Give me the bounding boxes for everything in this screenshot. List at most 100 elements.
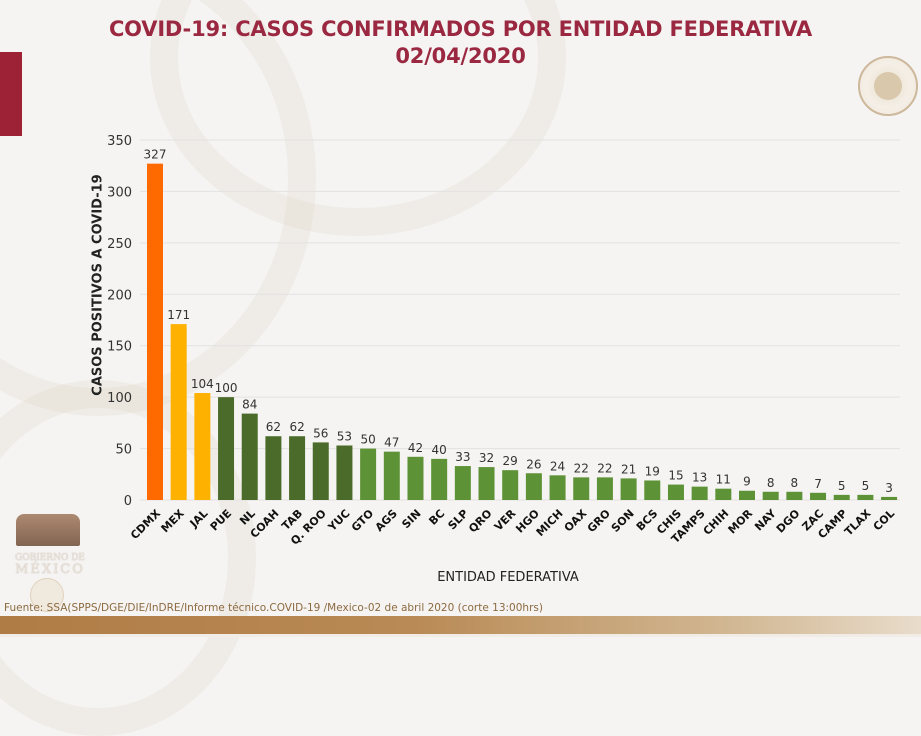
x-tick-label: MICH	[534, 507, 566, 539]
seal-eagle-icon	[874, 72, 902, 100]
value-label: 8	[767, 476, 775, 490]
bar-hgo	[525, 473, 542, 500]
page-title: COVID-19: CASOS CONFIRMADOS POR ENTIDAD …	[0, 16, 921, 70]
gov-logo-text: GOBIERNO DE MÉXICO	[12, 552, 88, 576]
bar-mor	[739, 490, 755, 500]
x-tick-label: VER	[492, 507, 519, 534]
bar-ver	[502, 470, 519, 500]
y-tick-label: 50	[115, 443, 132, 458]
value-label: 7	[814, 477, 822, 491]
value-label: 171	[167, 308, 190, 322]
value-label: 50	[360, 433, 375, 447]
bar-camp	[833, 494, 850, 500]
value-label: 100	[215, 381, 238, 395]
value-label: 104	[191, 377, 214, 391]
y-tick-label: 100	[107, 391, 132, 406]
x-tick-label: GRO	[585, 507, 613, 535]
value-label: 5	[862, 479, 870, 493]
x-tick-label: CHIH	[701, 507, 732, 538]
bar-ags	[383, 451, 400, 500]
bar-bc	[431, 458, 448, 500]
value-label: 40	[432, 443, 447, 457]
y-tick-label: 200	[107, 288, 132, 303]
x-tick-label: QRO	[466, 507, 494, 535]
gov-logo-line-2: MÉXICO	[15, 562, 85, 577]
value-label: 24	[550, 459, 565, 473]
value-label: 15	[668, 469, 683, 483]
value-label: 22	[597, 461, 612, 475]
bar-mex	[170, 324, 187, 500]
x-tick-label: BC	[426, 507, 447, 528]
value-label: 29	[503, 454, 518, 468]
bar-slp	[454, 466, 471, 500]
x-tick-label: JAL	[187, 507, 211, 531]
bar-pue	[218, 397, 235, 500]
bar-bcs	[644, 480, 661, 500]
source-note: Fuente: SSA(SPPS/DGE/DIE/InDRE/Informe t…	[4, 602, 543, 614]
x-tick-label: SLP	[446, 507, 471, 532]
value-label: 327	[144, 148, 167, 162]
bar-zac	[810, 492, 827, 500]
bar-col	[881, 496, 898, 500]
x-tick-label: AGS	[373, 507, 400, 534]
x-tick-label: TLAX	[842, 507, 874, 539]
value-label: 9	[743, 475, 751, 489]
bar-tab	[289, 436, 306, 500]
bar-chis	[667, 484, 684, 500]
value-label: 84	[242, 398, 257, 412]
value-label: 22	[574, 461, 589, 475]
x-axis-title: ENTIDAD FEDERATIVA	[437, 570, 579, 585]
title-line-1: COVID-19: CASOS CONFIRMADOS POR ENTIDAD …	[108, 17, 813, 41]
y-axis-title: CASOS POSITIVOS A COVID-19	[90, 174, 106, 396]
x-tick-label: CDMX	[128, 507, 163, 542]
bar-gro	[596, 477, 613, 500]
bar-chih	[715, 488, 732, 500]
x-tick-label: PUE	[208, 507, 235, 534]
value-label: 62	[289, 420, 304, 434]
side-tab-accent	[0, 52, 22, 136]
y-tick-label: 350	[107, 134, 132, 149]
value-label: 19	[645, 464, 660, 478]
value-label: 32	[479, 451, 494, 465]
value-label: 3	[885, 481, 893, 495]
x-tick-label: MOR	[726, 507, 756, 537]
value-label: 5	[838, 479, 846, 493]
x-tick-label: GTO	[349, 507, 376, 534]
bars	[147, 163, 898, 500]
x-tick-label: NAY	[752, 506, 779, 533]
bar-son	[620, 478, 637, 500]
value-label: 53	[337, 429, 352, 443]
y-tick-label: 250	[107, 237, 132, 252]
bar-qro	[478, 467, 495, 500]
bar-mich	[549, 475, 566, 500]
value-label: 56	[313, 426, 328, 440]
bar-dgo	[786, 491, 803, 500]
bar-sin	[407, 456, 424, 500]
x-tick-label: YUC	[325, 507, 353, 535]
footer-strip	[0, 634, 921, 637]
y-tick-label: 300	[107, 185, 132, 200]
x-tick-label: OAX	[562, 507, 590, 535]
bar-qroo	[312, 442, 329, 500]
gov-logo-line-1: GOBIERNO DE	[15, 553, 85, 563]
x-tick-label: MEX	[159, 507, 188, 536]
value-label: 47	[384, 436, 399, 450]
bar-tamps	[691, 486, 708, 500]
y-tick-label: 0	[124, 494, 132, 509]
value-label: 8	[791, 476, 799, 490]
heroes-illustration-icon	[16, 514, 80, 546]
bar-cdmx	[147, 163, 163, 500]
bar-yuc	[336, 445, 353, 500]
x-tick-label: DGO	[774, 507, 803, 536]
bar-tlax	[857, 494, 874, 500]
y-axis-ticks: 0 50 100 150 200 250 300 350	[107, 134, 132, 509]
escudo-nacional-icon	[858, 56, 918, 116]
value-label: 21	[621, 462, 636, 476]
x-tick-label: COL	[871, 507, 897, 533]
bar-nl	[241, 413, 258, 500]
bar-coah	[265, 436, 282, 500]
bar-gto	[360, 448, 377, 500]
bar-jal	[194, 393, 211, 500]
